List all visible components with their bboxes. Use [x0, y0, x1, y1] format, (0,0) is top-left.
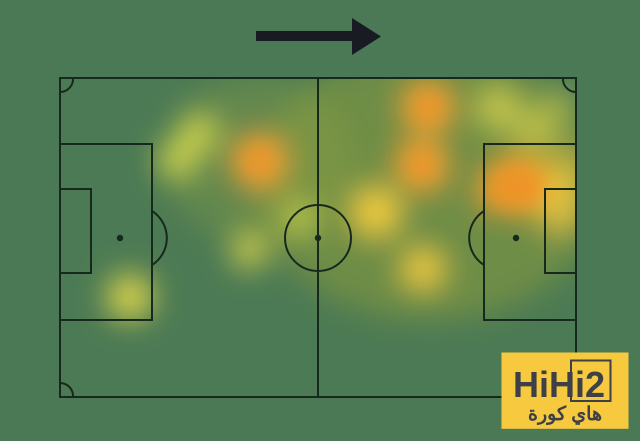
svg-text:HiHi2: HiHi2: [513, 364, 605, 405]
svg-text:هاي كورة: هاي كورة: [528, 404, 602, 426]
